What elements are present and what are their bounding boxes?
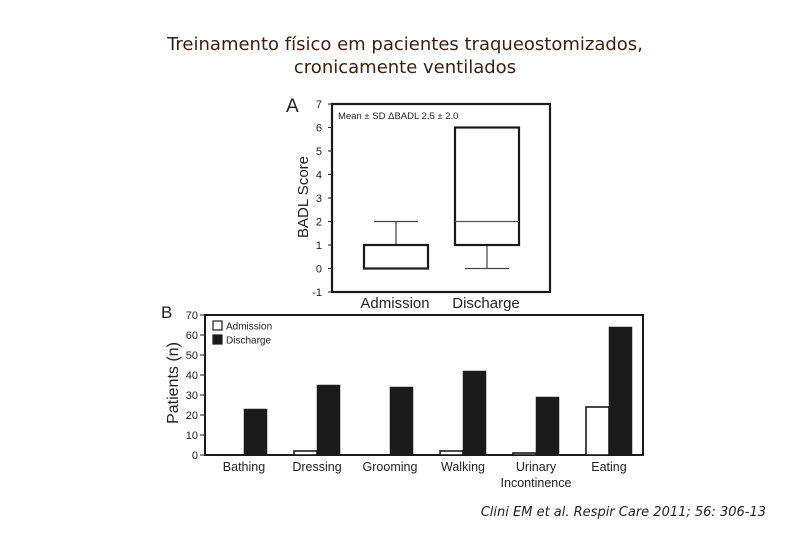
panel-b-y-tick-label: 0 <box>192 450 198 462</box>
panel-b-y-tick-label: 50 <box>186 350 198 362</box>
panel-a-y-tick-label: 3 <box>316 193 322 205</box>
slide-title-line-2: cronicamente ventilados <box>293 57 517 78</box>
legend-label-discharge: Discharge <box>226 336 271 347</box>
panel-a-y-tick-label: 4 <box>316 170 322 182</box>
panel-b-label: B <box>161 303 172 322</box>
panel-a-boxes <box>362 126 521 270</box>
panel-b-y-ticks: 0 10 20 30 40 50 60 70 <box>186 310 205 462</box>
panel-b-legend: Admission Discharge <box>212 320 272 347</box>
bar-discharge <box>535 396 560 456</box>
panel-b-x-label: Eating <box>591 460 626 474</box>
panel-b-bars <box>243 326 633 456</box>
panel-a-y-tick-label: 2 <box>316 217 322 229</box>
panel-b-y-tick-label: 60 <box>186 330 198 342</box>
panel-a-x-labels: Admission Discharge <box>360 295 519 312</box>
panel-a-y-tick-label: 5 <box>316 146 322 158</box>
panel-b-x-label: Walking <box>441 460 485 474</box>
panel-b-x-label: Grooming <box>363 460 418 474</box>
panel-a-y-tick-label: 6 <box>316 123 322 135</box>
slide-title: Treinamento físico em pacientes traqueos… <box>0 33 810 79</box>
bar-discharge <box>462 370 487 456</box>
bar-admission <box>293 450 318 456</box>
panel-b-y-axis-label: Patients (n) <box>165 342 182 424</box>
panel-a-y-tick-label: -1 <box>312 287 322 299</box>
panel-b-x-label: Dressing <box>292 460 341 474</box>
legend-label-admission: Admission <box>226 322 272 333</box>
panel-a-y-axis-label: BADL Score <box>295 156 312 238</box>
bar-discharge <box>243 408 268 456</box>
bar-discharge <box>608 326 633 456</box>
box-discharge <box>453 126 521 247</box>
panel-b-y-tick-label: 30 <box>186 390 198 402</box>
panel-b-y-tick-label: 20 <box>186 410 198 422</box>
panel-a-label: A <box>286 96 299 117</box>
panel-a-annotation: Mean ± SD ΔBADL 2.5 ± 2.0 <box>338 111 458 122</box>
legend-swatch-admission <box>212 320 223 331</box>
panel-b-x-label: Urinary <box>516 460 557 474</box>
panel-b-x-label: Incontinence <box>501 476 572 490</box>
bar-admission <box>439 450 464 456</box>
panel-b-y-tick-label: 70 <box>186 310 198 322</box>
box-admission <box>362 243 430 270</box>
panel-a-y-tick-label: 7 <box>316 99 322 111</box>
panel-b: B Patients (n) Admission Discharge 0 10 20 3… <box>161 303 644 490</box>
citation: Clini EM et al. Respir Care 2011; 56: 30… <box>480 505 766 520</box>
panel-a-y-tick-label: 1 <box>316 240 322 252</box>
panel-b-x-label: Bathing <box>223 460 265 474</box>
panel-b-x-labels: Bathing Dressing Grooming Walking Urinary Inc… <box>223 460 627 490</box>
bar-admission <box>512 452 537 456</box>
bar-discharge <box>316 384 341 456</box>
panel-a-y-tick-label: 0 <box>316 264 322 276</box>
legend-swatch-discharge <box>212 334 223 345</box>
panel-b-y-tick-label: 10 <box>186 430 198 442</box>
panel-a-x-label: Admission <box>360 295 429 312</box>
panel-a: A BADL Score Mean ± SD ΔBADL 2.5 ± 2.0 -… <box>286 96 552 312</box>
panel-b-y-tick-label: 40 <box>186 370 198 382</box>
slide-title-line-1: Treinamento físico em pacientes traqueos… <box>167 34 643 55</box>
bar-discharge <box>389 386 414 456</box>
panel-a-x-label: Discharge <box>452 295 520 312</box>
bar-admission <box>585 406 610 456</box>
panel-b-plot-frame <box>204 314 644 456</box>
panel-a-y-ticks: -1 0 1 2 3 4 5 6 7 <box>312 99 332 299</box>
